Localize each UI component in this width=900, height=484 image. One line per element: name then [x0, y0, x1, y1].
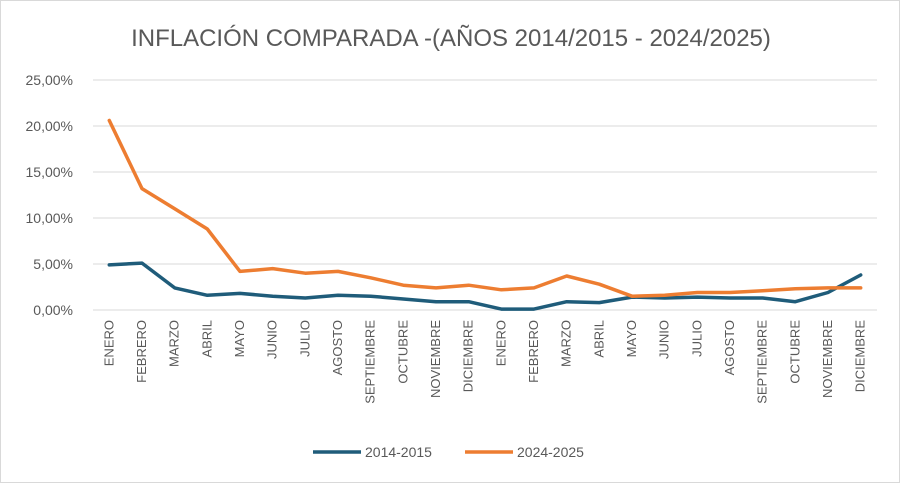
x-axis-ticks: ENERO FEBRERO MARZO ABRIL MAYO JUNIO JULIO AGOS… [101, 320, 867, 404]
x-tick-label: MARZO [167, 320, 182, 367]
y-tick-label: 0,00% [33, 302, 73, 318]
legend-label: 2014-2015 [365, 444, 432, 460]
x-tick-label: SEPTIEMBRE [363, 320, 378, 404]
y-axis-ticks: 0,00% 5,00% 10,00% 15,00% 20,00% 25,00% [26, 72, 73, 318]
x-tick-label: DICIEMBRE [853, 320, 868, 393]
x-tick-label: OCTUBRE [395, 320, 410, 384]
x-tick-label: MAYO [232, 320, 247, 357]
x-tick-label: SEPTIEMBRE [755, 320, 770, 404]
series-line-2014-2015 [107, 261, 863, 311]
x-tick-label: DICIEMBRE [461, 320, 476, 393]
x-tick-label: NOVIEMBRE [820, 320, 835, 398]
x-tick-label: JUNIO [265, 320, 280, 359]
x-tick-label: JUNIO [657, 320, 672, 359]
x-tick-label: ENERO [101, 320, 116, 366]
x-tick-label: FEBRERO [526, 320, 541, 383]
x-tick-label: AGOSTO [722, 320, 737, 375]
y-tick-label: 20,00% [26, 118, 73, 134]
y-tick-label: 5,00% [33, 256, 73, 272]
x-tick-label: ABRIL [199, 320, 214, 358]
chart-title: INFLACIÓN COMPARADA -(AÑOS 2014/2015 - 2… [131, 25, 771, 52]
series-lines [107, 118, 863, 311]
x-tick-label: MAYO [624, 320, 639, 357]
series-line-2024-2025 [107, 118, 863, 298]
x-tick-label: JULIO [689, 320, 704, 357]
x-tick-label: FEBRERO [134, 320, 149, 383]
gridlines [93, 79, 877, 311]
x-tick-label: JULIO [297, 320, 312, 357]
x-tick-label: AGOSTO [330, 320, 345, 375]
x-tick-label: NOVIEMBRE [428, 320, 443, 398]
legend-label: 2024-2025 [517, 444, 584, 460]
y-tick-label: 15,00% [26, 164, 73, 180]
x-tick-label: MARZO [559, 320, 574, 367]
x-tick-label: ENERO [493, 320, 508, 366]
y-tick-label: 25,00% [26, 72, 73, 88]
x-tick-label: ABRIL [591, 320, 606, 358]
y-tick-label: 10,00% [26, 210, 73, 226]
x-tick-label: OCTUBRE [787, 320, 802, 384]
legend: 2014-2015 2024-2025 [313, 444, 584, 460]
